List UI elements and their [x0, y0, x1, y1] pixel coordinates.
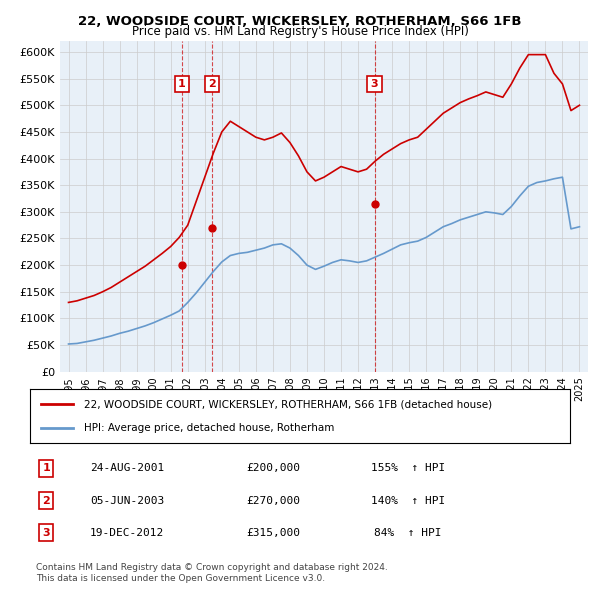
Text: 2: 2: [43, 496, 50, 506]
Text: 155%  ↑ HPI: 155% ↑ HPI: [371, 464, 445, 473]
Text: 22, WOODSIDE COURT, WICKERSLEY, ROTHERHAM, S66 1FB (detached house): 22, WOODSIDE COURT, WICKERSLEY, ROTHERHA…: [84, 399, 492, 409]
Text: £270,000: £270,000: [246, 496, 300, 506]
Text: 22, WOODSIDE COURT, WICKERSLEY, ROTHERHAM, S66 1FB: 22, WOODSIDE COURT, WICKERSLEY, ROTHERHA…: [78, 15, 522, 28]
Text: HPI: Average price, detached house, Rotherham: HPI: Average price, detached house, Roth…: [84, 422, 334, 432]
Text: 1: 1: [178, 79, 185, 89]
Text: 3: 3: [43, 527, 50, 537]
Text: 1: 1: [43, 464, 50, 473]
Text: 2: 2: [208, 79, 216, 89]
Text: £200,000: £200,000: [246, 464, 300, 473]
Text: 19-DEC-2012: 19-DEC-2012: [90, 527, 164, 537]
Text: 140%  ↑ HPI: 140% ↑ HPI: [371, 496, 445, 506]
Text: Contains HM Land Registry data © Crown copyright and database right 2024.
This d: Contains HM Land Registry data © Crown c…: [36, 563, 388, 583]
Text: Price paid vs. HM Land Registry's House Price Index (HPI): Price paid vs. HM Land Registry's House …: [131, 25, 469, 38]
Text: 24-AUG-2001: 24-AUG-2001: [90, 464, 164, 473]
Text: 84%  ↑ HPI: 84% ↑ HPI: [374, 527, 442, 537]
Text: 05-JUN-2003: 05-JUN-2003: [90, 496, 164, 506]
Text: £315,000: £315,000: [246, 527, 300, 537]
Text: 3: 3: [371, 79, 379, 89]
